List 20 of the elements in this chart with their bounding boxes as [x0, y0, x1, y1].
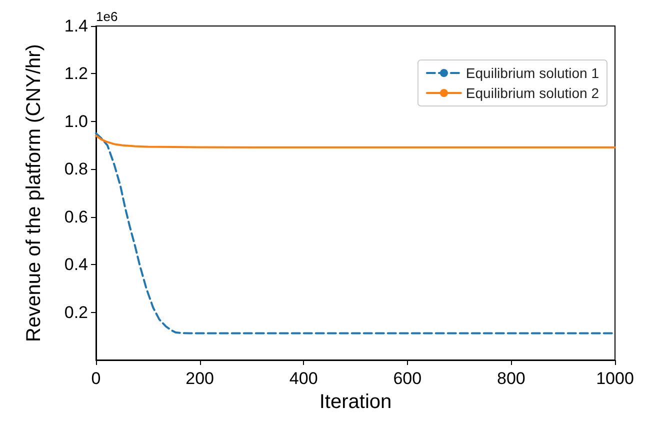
x-tick-label: 400 [289, 369, 318, 388]
line-series [95, 132, 616, 334]
y-tick-label: 1.4 [64, 16, 88, 36]
y-tick-label: 0.4 [64, 255, 88, 274]
legend-label: Equilibrium solution 2 [466, 85, 600, 101]
x-tick-label: 200 [186, 369, 214, 388]
x-axis-title: Iteration [319, 390, 392, 413]
y-axis-title: Revenue of the platform (CNY/hr) [23, 44, 45, 342]
line-series [95, 134, 616, 148]
y-tick-label: 0.6 [64, 207, 88, 226]
y-tick-label: 0.2 [64, 302, 88, 322]
legend-label: Equilibrium solution 1 [466, 65, 600, 81]
x-tick-label: 600 [393, 369, 422, 388]
y-tick-label: 1.2 [64, 64, 88, 84]
x-tick-label: 1000 [596, 369, 634, 388]
x-tick-label: 0 [91, 369, 101, 388]
text: 1e6 [96, 9, 118, 24]
x-tick-label: 800 [497, 369, 526, 388]
y-tick-label: 1.0 [64, 112, 88, 131]
y-tick-label: 0.8 [64, 160, 88, 179]
